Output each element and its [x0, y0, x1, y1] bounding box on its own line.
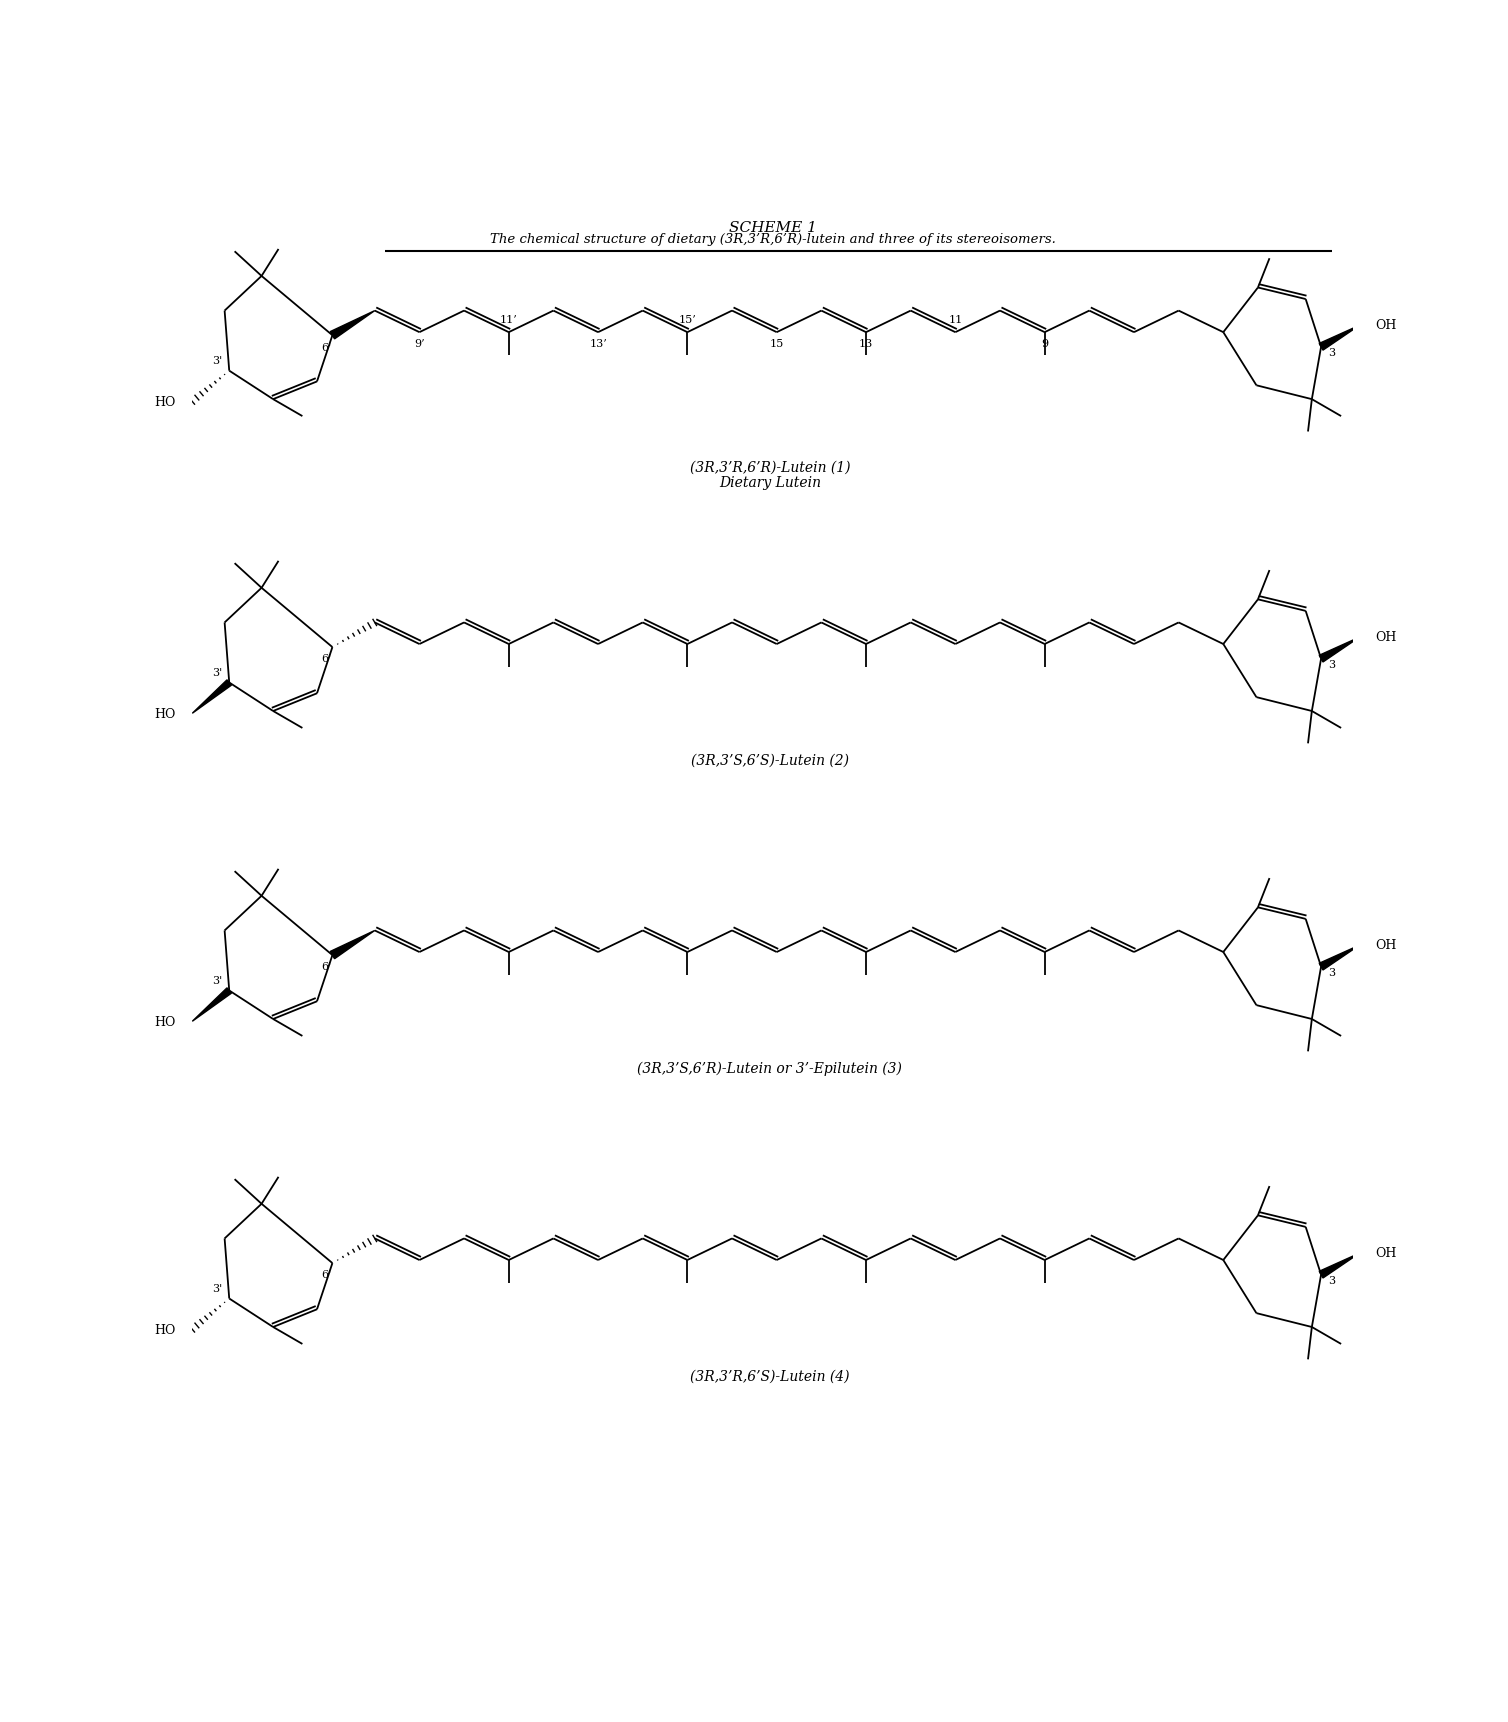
Text: 3: 3 — [1329, 348, 1336, 358]
Polygon shape — [1320, 1254, 1360, 1278]
Polygon shape — [193, 988, 231, 1021]
Text: 6': 6' — [321, 1271, 332, 1281]
Text: HO: HO — [154, 708, 175, 722]
Text: (3R,3’S,6’R)-Lutein or 3’-Epilutein (3): (3R,3’S,6’R)-Lutein or 3’-Epilutein (3) — [638, 1061, 902, 1076]
Polygon shape — [1320, 945, 1360, 969]
Text: 3: 3 — [1329, 968, 1336, 978]
Text: 3': 3' — [213, 356, 223, 367]
Text: Dietary Lutein: Dietary Lutein — [719, 477, 820, 491]
Text: OH: OH — [1375, 319, 1396, 332]
Text: 6': 6' — [321, 963, 332, 973]
Polygon shape — [1320, 637, 1360, 661]
Text: 13’: 13’ — [590, 339, 606, 350]
Text: 15: 15 — [769, 339, 784, 350]
Text: 3': 3' — [213, 668, 223, 678]
Text: The chemical structure of dietary (3R,3’R,6’R)-lutein and three of its stereoiso: The chemical structure of dietary (3R,3’… — [490, 232, 1056, 246]
Text: 3: 3 — [1329, 1276, 1336, 1286]
Text: 15’: 15’ — [679, 315, 697, 325]
Text: 9’: 9’ — [415, 339, 425, 350]
Text: SCHEME 1: SCHEME 1 — [728, 220, 817, 234]
Text: OH: OH — [1375, 938, 1396, 952]
Text: HO: HO — [154, 1324, 175, 1338]
Text: (3R,3’R,6’R)-Lutein (1): (3R,3’R,6’R)-Lutein (1) — [689, 461, 851, 475]
Text: 6': 6' — [321, 343, 332, 353]
Text: 11’: 11’ — [499, 315, 517, 325]
Text: HO: HO — [154, 1016, 175, 1030]
Polygon shape — [193, 680, 231, 713]
Polygon shape — [330, 930, 375, 959]
Text: 3': 3' — [213, 976, 223, 987]
Text: 11: 11 — [949, 315, 962, 325]
Polygon shape — [330, 310, 375, 339]
Text: OH: OH — [1375, 1247, 1396, 1259]
Text: 13: 13 — [860, 339, 873, 350]
Text: 3': 3' — [213, 1285, 223, 1295]
Text: (3R,3’R,6’S)-Lutein (4): (3R,3’R,6’S)-Lutein (4) — [691, 1369, 849, 1383]
Text: (3R,3’S,6’S)-Lutein (2): (3R,3’S,6’S)-Lutein (2) — [691, 753, 849, 768]
Polygon shape — [1320, 325, 1360, 350]
Text: 6': 6' — [321, 654, 332, 665]
Text: 9: 9 — [1041, 339, 1048, 350]
Text: OH: OH — [1375, 630, 1396, 644]
Text: HO: HO — [154, 396, 175, 410]
Text: 3: 3 — [1329, 660, 1336, 670]
